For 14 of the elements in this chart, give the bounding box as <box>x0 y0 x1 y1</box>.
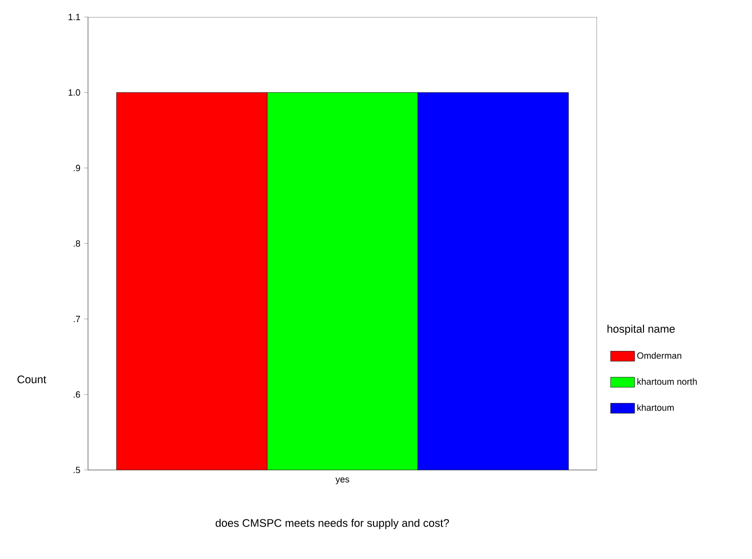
y-tick-label: 1.0 <box>68 89 80 96</box>
y-tick-label: .5 <box>74 466 80 474</box>
y-tick-label: .9 <box>74 164 80 172</box>
legend-title: hospital name <box>608 324 675 335</box>
y-tick-label: .7 <box>74 316 80 322</box>
y-tick-label: .6 <box>74 391 80 398</box>
y-tick-label: 1.1 <box>68 14 80 20</box>
legend-label: khartoum <box>637 404 674 411</box>
y-axis-title: Count <box>18 376 46 384</box>
x-axis-title: does CMSPC meets needs for supply and cost? <box>216 518 449 530</box>
y-tick-label: .8 <box>74 240 80 247</box>
legend-label: Omderman <box>637 352 682 359</box>
legend-label: khartoum north <box>637 378 697 385</box>
x-tick-label: yes <box>336 478 350 484</box>
